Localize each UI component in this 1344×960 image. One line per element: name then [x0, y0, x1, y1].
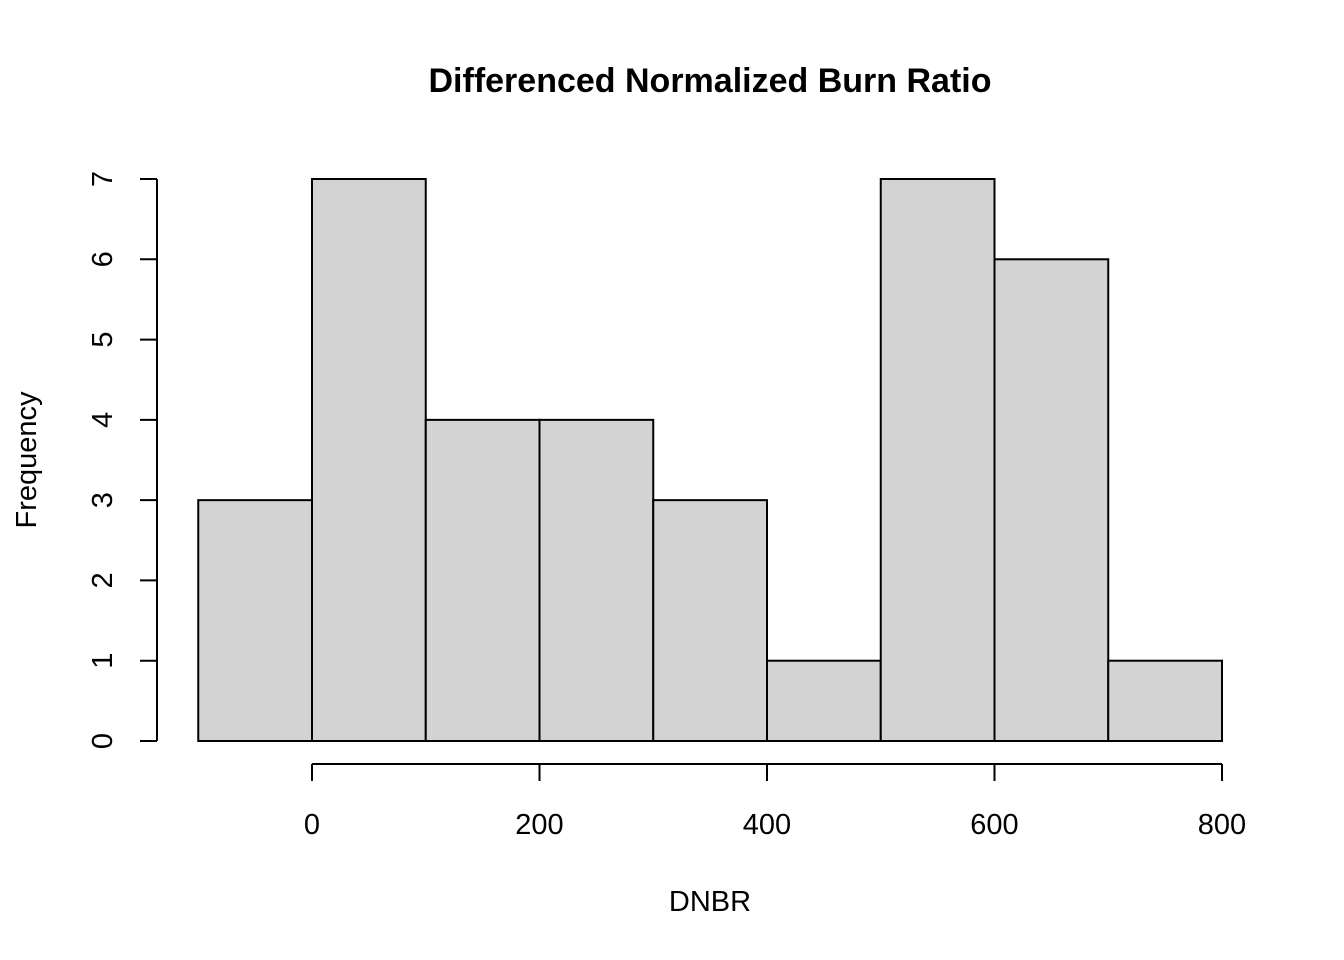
x-tick-label: 200 [515, 809, 563, 841]
x-tick-label: 400 [743, 809, 791, 841]
y-tick-label: 5 [87, 332, 119, 348]
chart-title: Differenced Normalized Burn Ratio [429, 62, 992, 100]
y-tick-label: 0 [87, 733, 119, 749]
x-tick-label: 800 [1198, 809, 1246, 841]
y-tick-label: 6 [87, 251, 119, 267]
x-tick-label: 0 [304, 809, 320, 841]
y-tick-label: 3 [87, 492, 119, 508]
y-tick-label: 4 [87, 412, 119, 428]
y-tick-label: 7 [87, 171, 119, 187]
histogram-bar [1107, 659, 1223, 743]
histogram-bar [424, 418, 541, 742]
x-tick-label: 600 [970, 809, 1018, 841]
y-axis-label: Frequency [11, 391, 43, 529]
x-axis-label: DNBR [669, 886, 751, 918]
histogram-bar [197, 499, 313, 742]
histogram-bar [993, 258, 1110, 742]
y-tick-label: 1 [87, 653, 119, 669]
histogram-bar [311, 178, 427, 742]
histogram-bar [538, 418, 655, 742]
histogram-bar [879, 178, 996, 742]
y-tick-label: 2 [87, 572, 119, 588]
histogram-bar [766, 659, 882, 743]
histogram-bar [652, 499, 768, 742]
